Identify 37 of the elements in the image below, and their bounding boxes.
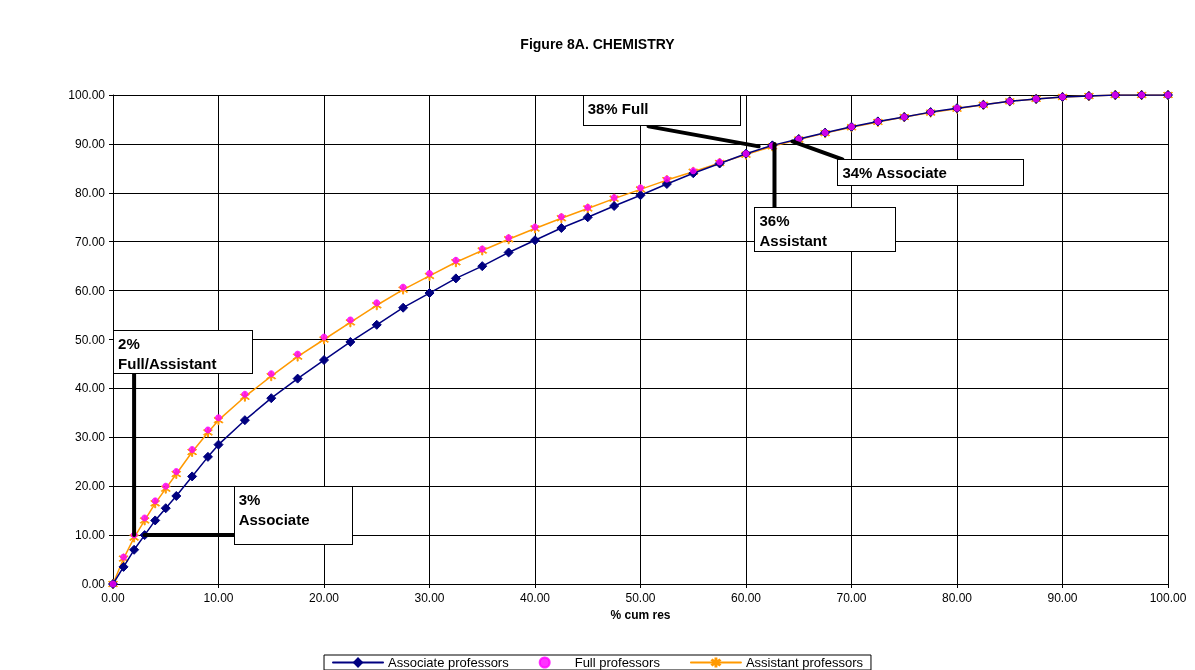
y-tick-label: 50.00 xyxy=(74,332,106,347)
x-tick-label: 50.00 xyxy=(625,591,656,605)
y-tick-label: 20.00 xyxy=(74,479,106,494)
y-tick-label: 100.00 xyxy=(68,88,106,102)
x-tick-label: 80.00 xyxy=(941,591,973,605)
callout-box: 34% Associate xyxy=(837,159,1025,187)
x-tick-label: 90.00 xyxy=(1047,591,1078,605)
callout-box: 2% Full/Assistant xyxy=(113,330,254,375)
annotation: 38% Full xyxy=(587,100,649,118)
x-tick-label: 40.00 xyxy=(519,591,551,605)
legend-label: Associate professors xyxy=(388,655,510,670)
y-tick-label: 80.00 xyxy=(74,185,106,200)
annotation: 2% Full/Assistant xyxy=(118,335,217,373)
y-tick-label: 40.00 xyxy=(74,381,106,396)
x-axis-title: % cum res xyxy=(610,607,671,622)
x-tick-label: 70.00 xyxy=(836,591,867,605)
annotation: 36% Assistant xyxy=(759,211,828,249)
y-tick-label: 60.00 xyxy=(74,283,106,298)
annotation: 34% Associate xyxy=(842,164,947,182)
callout-box: 36% Assistant xyxy=(754,206,897,252)
annotation: 3% Associate xyxy=(238,491,310,529)
y-tick-label: 90.00 xyxy=(74,136,106,151)
x-tick-label: 60.00 xyxy=(730,591,762,605)
chart-title: Figure 8A. CHEMISTRY xyxy=(520,36,676,52)
y-tick-label: 30.00 xyxy=(74,430,106,445)
x-tick-label: 0.00 xyxy=(101,591,125,605)
y-tick-label: 0.00 xyxy=(81,577,106,591)
y-tick-label: 10.00 xyxy=(74,528,106,543)
callout-box: 3% Associate xyxy=(233,486,353,546)
x-tick-label: 30.00 xyxy=(414,591,445,605)
x-tick-label: 10.00 xyxy=(203,591,234,605)
legend-label: Assistant professors xyxy=(745,655,864,670)
x-tick-label: 20.00 xyxy=(308,591,340,605)
legend-label: Full professors xyxy=(574,655,661,670)
y-tick-label: 70.00 xyxy=(74,234,106,249)
callout-box: 38% Full xyxy=(582,95,741,127)
x-tick-label: 100.00 xyxy=(1149,591,1187,605)
